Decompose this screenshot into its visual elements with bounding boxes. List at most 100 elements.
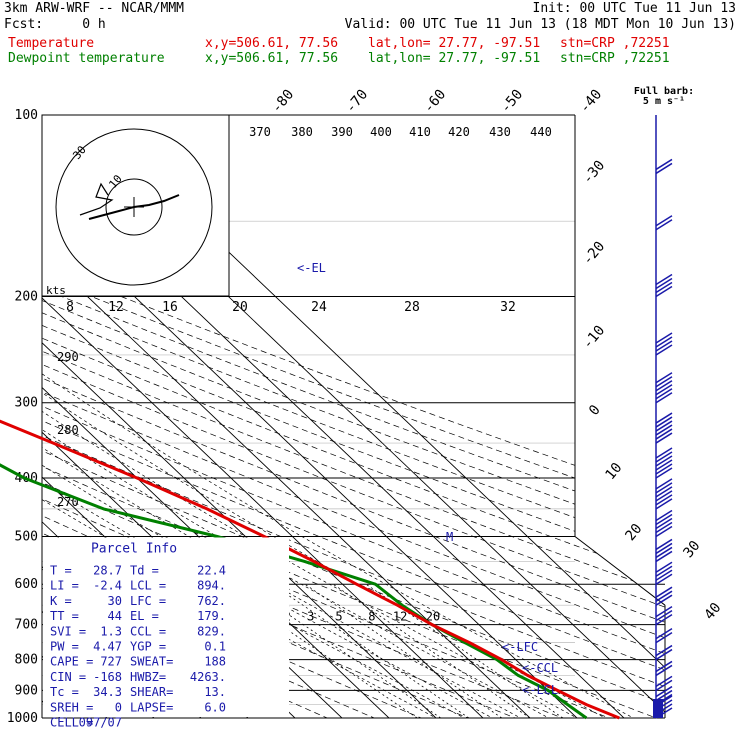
wind-barb bbox=[655, 644, 673, 657]
parcel-field-value: 44 bbox=[108, 609, 122, 623]
dry-adiabat bbox=[42, 115, 665, 718]
pressure-label: 500 bbox=[15, 529, 38, 544]
mixing-ratio-label: 20 bbox=[426, 610, 440, 624]
parcel-field-value: 6.0 bbox=[204, 700, 226, 714]
wind-barb bbox=[655, 490, 673, 502]
wind-barb bbox=[655, 412, 673, 424]
dry-adiabat bbox=[42, 115, 665, 718]
isotherm-label: -80 bbox=[269, 87, 298, 117]
wind-barb bbox=[655, 432, 673, 444]
mixing-ratio-label: 5 bbox=[335, 610, 342, 624]
isotherm-label: 20 bbox=[622, 521, 645, 544]
temperature-legend-stn: stn=CRP ,72251 bbox=[560, 36, 670, 51]
wind-barb bbox=[655, 648, 673, 661]
moist-adiabat bbox=[42, 296, 460, 718]
pressure-label: 900 bbox=[15, 683, 38, 698]
moist-adiabat bbox=[42, 296, 601, 718]
parcel-field-label: EL = bbox=[130, 609, 159, 623]
wind-barb bbox=[655, 521, 673, 534]
parcel-field-value: 829. bbox=[197, 624, 226, 638]
pressure-label: 800 bbox=[15, 653, 38, 668]
hodo-speed-label: 16 bbox=[162, 300, 178, 315]
level-annotation: <-EL bbox=[297, 261, 326, 275]
wind-barb bbox=[655, 281, 673, 294]
wind-barb bbox=[655, 158, 673, 171]
parcel-field-label: YGP = bbox=[130, 639, 166, 653]
theta-e-label: 390 bbox=[331, 125, 353, 139]
wind-barb bbox=[655, 660, 673, 673]
forecast-hour: Fcst: 0 h bbox=[4, 17, 106, 32]
hodo-speed-label: 20 bbox=[232, 300, 248, 315]
parcel-info-panel bbox=[43, 537, 289, 717]
theta-e-label: 380 bbox=[291, 125, 313, 139]
wind-barb bbox=[655, 416, 673, 428]
wind-barb bbox=[655, 428, 673, 440]
wind-barb bbox=[655, 613, 673, 626]
wind-barb bbox=[655, 424, 673, 436]
hodo-speed-label: 28 bbox=[404, 300, 420, 315]
parcel-field-value: 179. bbox=[197, 609, 226, 623]
hodograph-trace bbox=[79, 182, 114, 216]
wind-barb bbox=[655, 486, 673, 498]
parcel-field-label: SVI = bbox=[50, 624, 86, 638]
theta-e-label: 430 bbox=[489, 125, 511, 139]
parcel-info-title: Parcel Info bbox=[91, 541, 177, 556]
parcel-field-value: 097/07 bbox=[79, 715, 122, 729]
hodo-speed-label: 12 bbox=[108, 300, 124, 315]
wind-barb bbox=[655, 447, 673, 459]
wind-barb bbox=[655, 586, 673, 598]
wind-barb bbox=[655, 372, 673, 384]
dry-adiabat bbox=[42, 115, 665, 718]
wind-barb bbox=[655, 628, 673, 640]
wind-barb bbox=[655, 459, 673, 471]
parcel-field-value: -2.4 bbox=[93, 579, 122, 593]
pressure-label: 700 bbox=[15, 618, 38, 633]
wind-barb bbox=[655, 679, 673, 692]
wind-barb bbox=[655, 392, 673, 404]
hodograph-ring-30 bbox=[55, 128, 213, 286]
valid-time: Valid: 00 UTC Tue 11 Jun 13 (18 MDT Mon … bbox=[344, 17, 736, 32]
wind-barb bbox=[655, 689, 673, 702]
wind-barb bbox=[655, 451, 673, 463]
wind-barb bbox=[655, 344, 673, 356]
parcel-field-value: -168 bbox=[93, 670, 122, 684]
parcel-field-label: K = bbox=[50, 594, 72, 608]
level-annotation: <-CCL bbox=[522, 661, 558, 675]
wind-barb bbox=[655, 594, 673, 606]
dry-adiabat bbox=[42, 115, 665, 718]
wind-barb bbox=[655, 590, 673, 602]
parcel-field-value: 0 bbox=[115, 700, 122, 714]
parcel-field-label: SWEAT= bbox=[130, 655, 173, 669]
isotherm-label: -20 bbox=[580, 239, 609, 269]
isotherm-label: 30 bbox=[680, 538, 703, 561]
wind-barb bbox=[655, 455, 673, 467]
parcel-field-value: 188 bbox=[204, 655, 226, 669]
wind-barb bbox=[655, 376, 673, 388]
wind-barb bbox=[655, 285, 673, 298]
parcel-field-label: Tc = bbox=[50, 685, 79, 699]
temperature-line bbox=[0, 419, 620, 720]
init-time: Init: 00 UTC Tue 11 Jun 13 bbox=[532, 1, 737, 16]
moist-adiabat bbox=[42, 296, 658, 718]
pressure-label: 100 bbox=[15, 108, 38, 123]
isotherm-label: -30 bbox=[580, 158, 609, 188]
mixing-ratio-line bbox=[271, 583, 470, 718]
parcel-field-label: CIN = bbox=[50, 670, 86, 684]
parcel-field-label: LI = bbox=[50, 579, 79, 593]
parcel-field-label: CAPE = bbox=[50, 655, 93, 669]
theta-e-label: 410 bbox=[409, 125, 431, 139]
barb-header-unit: 5 m s⁻¹ bbox=[643, 96, 685, 107]
hodograph-panel bbox=[41, 114, 230, 297]
temperature-legend-latlon: lat,lon= 27.77, -97.51 bbox=[368, 36, 541, 51]
parcel-field-label: TT = bbox=[50, 609, 79, 623]
wind-barb bbox=[655, 525, 673, 538]
theta-label: 280 bbox=[57, 423, 79, 437]
parcel-field-value: 762. bbox=[197, 594, 226, 608]
dewpoint-legend-label: Dewpoint temperature bbox=[8, 51, 165, 66]
parcel-field-label: LCL = bbox=[130, 579, 166, 593]
wind-barb bbox=[655, 463, 673, 475]
temperature-legend-label: Temperature bbox=[8, 36, 95, 51]
hodo-speed-label: 24 bbox=[311, 300, 327, 315]
model-title: 3km ARW-WRF -- NCAR/MMM bbox=[4, 1, 185, 16]
